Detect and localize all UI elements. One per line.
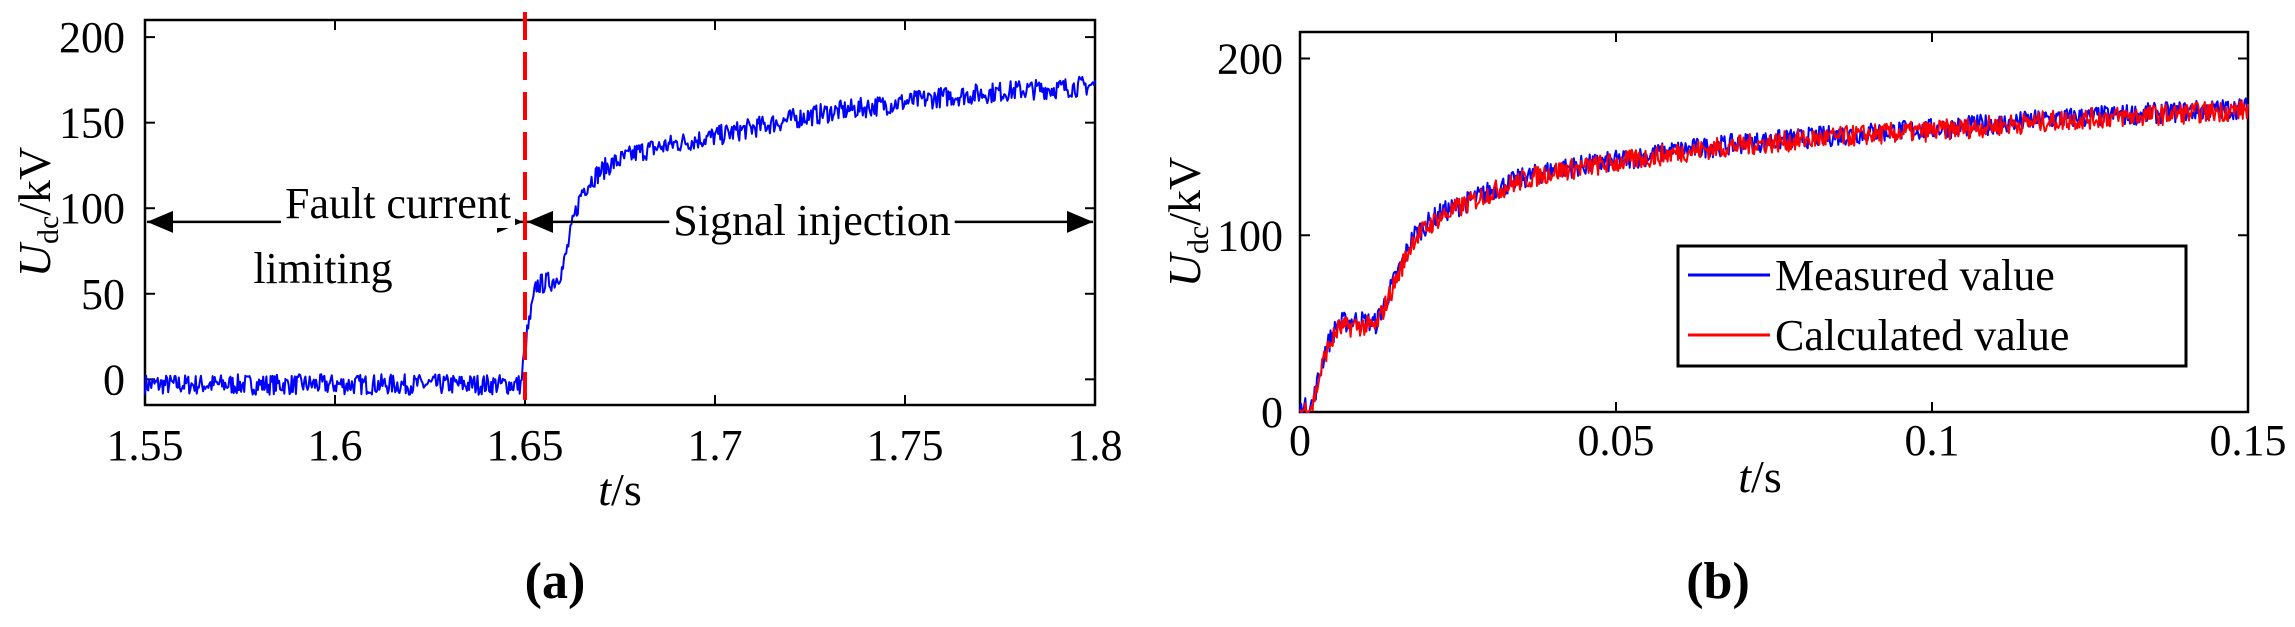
panel-a-x-label: t/s xyxy=(598,464,641,515)
panel-a-y-label-unit: /kV xyxy=(9,147,60,216)
panel-b-legend: Measured value Calculated value xyxy=(1676,244,2188,368)
panel-b-label: (b) xyxy=(1686,553,1750,610)
y-tick-label: 200 xyxy=(1217,35,1283,84)
panel-b-x-ticks: 0 0.05 0.1 0.15 xyxy=(1289,32,2287,465)
panel-b-y-ticks: 0 100 200 xyxy=(1217,35,2248,437)
panel-b-series xyxy=(1299,97,2249,413)
panel-b-x-label-main: t xyxy=(1738,451,1752,502)
legend-label-measured: Measured value xyxy=(1775,251,2055,300)
y-tick-label: 200 xyxy=(59,13,125,62)
series-line-secondary xyxy=(1299,99,2249,413)
panel-a-x-label-unit: /s xyxy=(611,464,642,515)
panel-a-y-ticks: 0 50 100 150 200 xyxy=(59,13,1095,404)
legend-label-calculated: Calculated value xyxy=(1775,311,2069,360)
annotation-fault-current: Fault current xyxy=(285,179,511,228)
panel-b-x-label: t/s xyxy=(1738,451,1781,502)
panel-a-annotations: Fault current limiting Signal injection xyxy=(147,179,1093,293)
annotation-label-bg xyxy=(280,179,516,228)
annotation-signal-injection: Signal injection xyxy=(673,196,950,245)
series-line-primary xyxy=(144,75,1096,396)
y-tick-label: 100 xyxy=(59,184,125,233)
panel-a-y-label: Udc/kV xyxy=(9,147,65,278)
x-tick-label: 0.15 xyxy=(2210,416,2287,465)
panel-a-y-label-main: U xyxy=(9,241,60,277)
panel-a-series xyxy=(144,12,1096,405)
x-tick-label: 0.1 xyxy=(1905,416,1960,465)
panel-a: 1.55 1.6 1.65 1.7 1.75 1.8 0 50 100 150 200 Fault… xyxy=(9,12,1123,610)
panel-a-x-label-main: t xyxy=(598,464,612,515)
panel-b-frame xyxy=(1298,30,2250,414)
panel-a-frame xyxy=(143,18,1097,407)
x-tick-label: 1.65 xyxy=(487,421,564,470)
x-tick-label: 0 xyxy=(1289,416,1311,465)
y-tick-label: 50 xyxy=(81,270,125,319)
panel-a-y-label-sub: dc xyxy=(32,216,65,244)
x-tick-label: 1.6 xyxy=(308,421,363,470)
panel-a-label: (a) xyxy=(525,553,586,610)
x-tick-label: 1.75 xyxy=(867,421,944,470)
y-tick-label: 150 xyxy=(59,99,125,148)
x-tick-label: 1.55 xyxy=(107,421,184,470)
x-tick-label: 1.7 xyxy=(688,421,743,470)
annotation-label-bg xyxy=(669,196,955,245)
panel-a-x-ticks: 1.55 1.6 1.65 1.7 1.75 1.8 xyxy=(107,20,1123,470)
annotation-limiting: limiting xyxy=(253,244,392,293)
annotation-label-bg xyxy=(249,244,397,293)
x-tick-label: 0.05 xyxy=(1578,416,1655,465)
y-tick-label: 0 xyxy=(103,355,125,404)
panel-b-y-label-sub: dc xyxy=(1182,226,1215,254)
panel-b: 0 0.05 0.1 0.15 0 100 200 Measured value Calc… xyxy=(1159,30,2287,610)
panel-b-y-label-main: U xyxy=(1159,251,1210,287)
legend-box xyxy=(1676,244,2188,368)
x-tick-label: 1.8 xyxy=(1068,421,1123,470)
panel-b-x-label-unit: /s xyxy=(1751,451,1782,502)
y-tick-label: 100 xyxy=(1217,211,1283,260)
y-tick-label: 0 xyxy=(1261,388,1283,437)
panel-b-y-label: Udc/kV xyxy=(1159,157,1215,288)
panel-b-y-label-unit: /kV xyxy=(1159,157,1210,226)
